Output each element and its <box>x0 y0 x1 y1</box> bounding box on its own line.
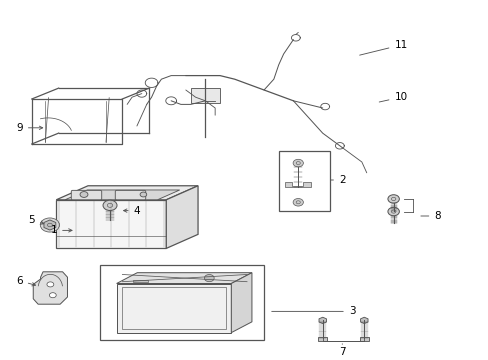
Circle shape <box>387 195 399 203</box>
Circle shape <box>47 282 54 287</box>
FancyBboxPatch shape <box>317 337 327 341</box>
FancyBboxPatch shape <box>359 337 368 341</box>
Polygon shape <box>44 220 56 230</box>
Polygon shape <box>116 273 251 284</box>
Bar <box>121 287 226 329</box>
Bar <box>278 151 329 211</box>
Polygon shape <box>166 186 198 248</box>
Circle shape <box>103 200 117 211</box>
Bar <box>100 265 264 340</box>
Polygon shape <box>231 273 251 333</box>
FancyBboxPatch shape <box>71 190 102 200</box>
Polygon shape <box>318 317 326 324</box>
Circle shape <box>387 207 399 216</box>
Bar <box>190 88 220 103</box>
Circle shape <box>140 192 146 197</box>
Text: 2: 2 <box>330 175 345 185</box>
Text: 4: 4 <box>123 206 140 216</box>
Circle shape <box>40 218 60 232</box>
Polygon shape <box>132 280 147 282</box>
Polygon shape <box>33 272 67 304</box>
FancyBboxPatch shape <box>115 190 145 200</box>
Polygon shape <box>285 182 310 187</box>
Text: 8: 8 <box>420 211 440 221</box>
Text: 3: 3 <box>271 306 355 316</box>
Polygon shape <box>116 284 231 333</box>
Text: 11: 11 <box>359 40 407 55</box>
Text: 1: 1 <box>50 225 72 235</box>
Text: 6: 6 <box>16 276 36 286</box>
Circle shape <box>49 293 56 298</box>
Polygon shape <box>360 317 367 324</box>
Text: 10: 10 <box>379 92 407 102</box>
Circle shape <box>292 198 303 206</box>
Polygon shape <box>56 200 166 248</box>
Polygon shape <box>56 186 198 200</box>
Polygon shape <box>65 190 180 200</box>
Text: 5: 5 <box>28 215 44 225</box>
Text: 7: 7 <box>338 344 345 357</box>
Circle shape <box>292 159 303 167</box>
Circle shape <box>80 192 88 197</box>
Circle shape <box>204 274 214 282</box>
Text: 9: 9 <box>16 123 42 133</box>
